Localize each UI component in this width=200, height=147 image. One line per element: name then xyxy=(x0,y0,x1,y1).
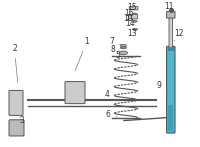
FancyBboxPatch shape xyxy=(65,82,85,104)
Text: 10: 10 xyxy=(123,14,132,23)
Text: 12: 12 xyxy=(174,29,184,41)
Text: 16: 16 xyxy=(124,9,134,19)
Ellipse shape xyxy=(120,47,126,49)
FancyBboxPatch shape xyxy=(169,17,173,47)
FancyBboxPatch shape xyxy=(167,46,175,133)
FancyBboxPatch shape xyxy=(9,90,23,115)
Text: 6: 6 xyxy=(106,110,117,119)
Ellipse shape xyxy=(133,20,137,22)
Ellipse shape xyxy=(133,13,137,15)
Ellipse shape xyxy=(119,51,127,55)
FancyBboxPatch shape xyxy=(9,120,24,136)
Text: 1: 1 xyxy=(75,37,89,71)
Text: 5: 5 xyxy=(116,51,123,60)
Text: 9: 9 xyxy=(156,81,168,91)
Text: 4: 4 xyxy=(105,90,116,101)
FancyBboxPatch shape xyxy=(128,14,138,19)
Text: 8: 8 xyxy=(111,45,123,54)
Text: 15: 15 xyxy=(127,3,137,12)
FancyBboxPatch shape xyxy=(167,11,175,18)
FancyBboxPatch shape xyxy=(129,7,138,10)
Text: 14: 14 xyxy=(125,19,135,28)
Text: 13: 13 xyxy=(127,29,137,38)
Ellipse shape xyxy=(132,29,138,30)
Text: 2: 2 xyxy=(12,44,18,82)
Bar xyxy=(168,47,174,51)
Text: 11: 11 xyxy=(164,2,173,11)
Bar xyxy=(168,105,173,131)
Text: 3: 3 xyxy=(20,116,24,125)
Text: 7: 7 xyxy=(109,37,121,46)
Ellipse shape xyxy=(120,45,126,47)
